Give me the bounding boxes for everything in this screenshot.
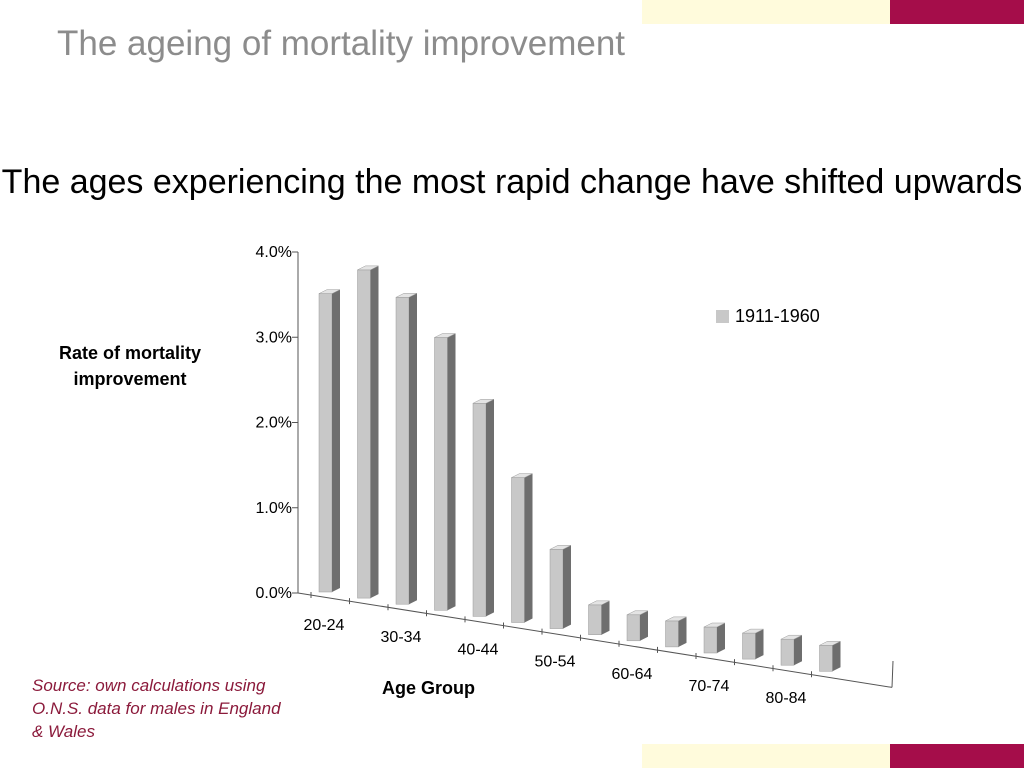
x-tick-label: 40-44	[458, 641, 499, 658]
bar-side	[640, 610, 648, 641]
chart-tick-labels: 0.0% 1.0% 2.0% 3.0% 4.0% 20-24 30-34 40-44 50-54…	[256, 244, 807, 707]
x-tick-label: 70-74	[689, 678, 730, 695]
bar-top	[395, 293, 418, 298]
bar-top	[511, 473, 533, 478]
bar-side	[486, 399, 494, 617]
bar-side	[832, 641, 841, 672]
slide-title: The ageing of mortality improvement	[57, 24, 626, 63]
x-tick-label: 20-24	[304, 617, 345, 634]
bar-top	[819, 641, 841, 646]
bar-front	[742, 632, 756, 660]
bar-side	[794, 635, 802, 666]
y-tick-label: 2.0%	[256, 415, 292, 432]
bar-front	[549, 549, 564, 629]
bar-front	[703, 626, 718, 654]
y-axis-label: Rate of mortality improvement	[58, 343, 202, 389]
header-cream-band	[642, 0, 890, 24]
bar-top	[665, 616, 687, 622]
bar-front	[434, 337, 448, 611]
bar-top	[357, 265, 379, 271]
footer-cream-band	[642, 744, 890, 768]
bar-top	[742, 628, 764, 634]
bar-front	[318, 293, 333, 593]
bar-side	[601, 600, 610, 635]
bar-side	[524, 473, 533, 623]
bar-front	[819, 645, 833, 672]
bar-side	[447, 333, 456, 611]
bar-front	[665, 620, 679, 648]
bar-front	[780, 638, 795, 666]
bar-side	[332, 289, 340, 592]
legend-swatch	[716, 310, 729, 323]
bar-top	[318, 289, 341, 294]
bar-front	[395, 297, 410, 605]
y-tick-label: 0.0%	[256, 585, 292, 602]
bar-front	[588, 604, 602, 635]
y-tick-label: 3.0%	[256, 329, 292, 346]
footer-maroon-band	[890, 744, 1024, 768]
bar-side	[370, 265, 379, 599]
source-note: Source: own calculations using O.N.S. da…	[32, 676, 281, 741]
bar-top	[434, 333, 456, 338]
x-tick-label: 60-64	[612, 666, 653, 683]
bar-top	[549, 545, 572, 550]
y-tick-label: 4.0%	[256, 244, 292, 261]
chart-bars	[318, 265, 841, 672]
x-tick-label: 80-84	[766, 690, 807, 707]
bar-front	[511, 477, 525, 623]
bar-side	[409, 293, 417, 605]
chart-axes	[292, 251, 894, 688]
x-axis-depth-line	[891, 660, 894, 688]
legend-label: 1911-1960	[735, 306, 820, 326]
x-tick-label: 50-54	[535, 654, 576, 671]
bar-side	[563, 545, 571, 629]
bar-top	[626, 610, 649, 616]
bar-top	[472, 399, 495, 404]
slide-subtitle: The ages experiencing the most rapid cha…	[1, 163, 1023, 201]
bar-top	[588, 600, 610, 606]
bar-side	[755, 629, 764, 660]
chart-legend: 1911-1960	[716, 306, 820, 327]
bar-front	[626, 614, 641, 642]
bar-side	[678, 616, 687, 647]
bar-top	[780, 634, 803, 640]
y-tick-label: 1.0%	[256, 500, 292, 517]
bar-front	[357, 269, 371, 599]
x-axis-label: Age Group	[382, 678, 475, 698]
header-maroon-band	[890, 0, 1024, 24]
bar-front	[472, 403, 487, 617]
x-tick-label: 30-34	[381, 629, 422, 646]
bar-top	[703, 622, 726, 628]
bar-side	[717, 623, 725, 653]
x-axis-line	[297, 592, 893, 688]
